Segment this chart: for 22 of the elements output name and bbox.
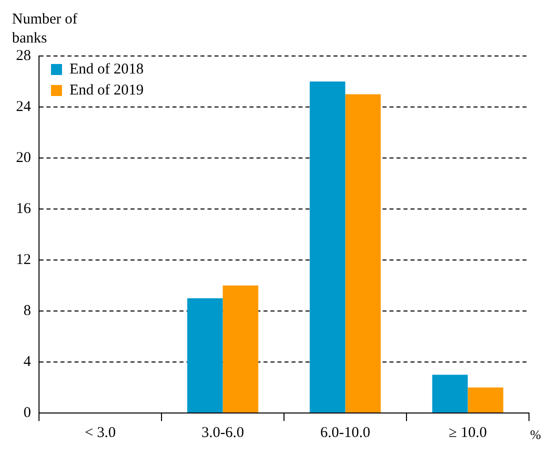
y-axis-title: Number of banks	[12, 11, 78, 46]
y-tick-label: 8	[24, 302, 31, 319]
y-tick-label: 28	[16, 48, 31, 64]
bar	[310, 82, 346, 412]
y-tick-label: 0	[24, 404, 31, 421]
y-tick-label: 4	[24, 354, 32, 370]
bar	[432, 374, 468, 412]
y-tick-label: 12	[16, 252, 31, 268]
y-tick-label: 24	[16, 98, 32, 115]
bar	[468, 388, 504, 412]
x-axis-title: %	[530, 426, 542, 442]
y-tick-label: 20	[16, 150, 31, 166]
y-tick-label: 16	[16, 200, 32, 217]
bar	[222, 286, 258, 412]
x-tick-label: 3.0-6.0	[202, 424, 244, 441]
legend-label: End of 2019	[70, 82, 144, 98]
x-tick-label: 6.0-10.0	[320, 424, 370, 441]
bar	[345, 94, 381, 412]
legend-label: End of 2018	[70, 61, 144, 78]
x-tick-label: ≥ 10.0	[448, 424, 487, 441]
x-tick-label: < 3.0	[84, 424, 116, 441]
bar	[187, 298, 223, 412]
